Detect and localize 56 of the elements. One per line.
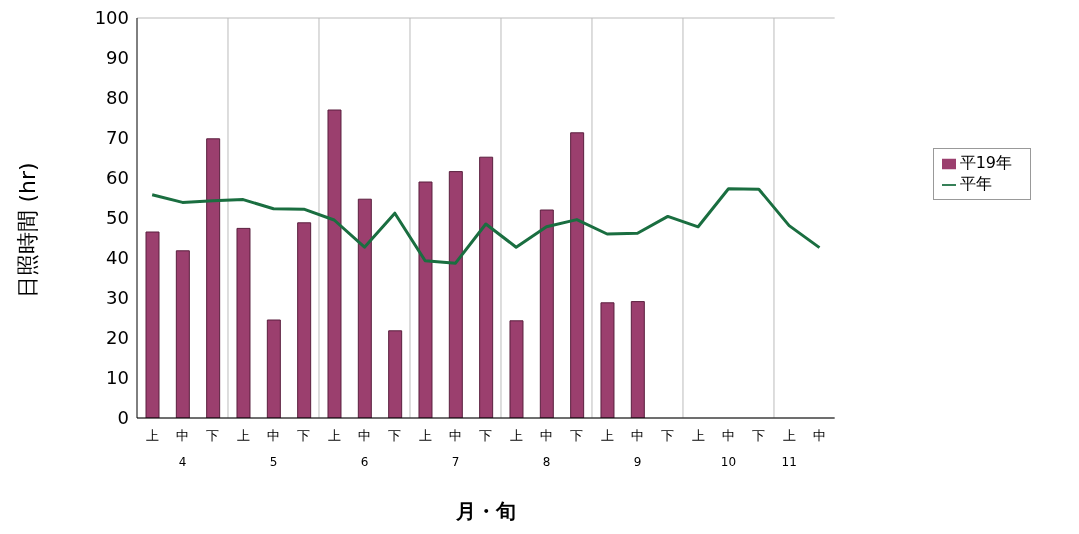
bar bbox=[448, 171, 463, 418]
x-tick-label: 下 bbox=[752, 428, 766, 443]
x-tick-label: 中 10 bbox=[720, 428, 737, 469]
y-tick-label: 100 bbox=[94, 7, 129, 29]
x-tick-label: 中 bbox=[812, 428, 826, 443]
y-tick-label: 20 bbox=[106, 327, 129, 349]
y-tick-label: 60 bbox=[106, 167, 129, 189]
legend-label: 平年 bbox=[959, 174, 992, 193]
bar bbox=[297, 222, 312, 418]
x-tick-label: 上 bbox=[691, 428, 705, 443]
y-tick-label: 80 bbox=[106, 87, 129, 109]
x-tick-label: 上 bbox=[509, 428, 523, 443]
x-axis-title: 月・旬 bbox=[455, 498, 517, 525]
x-tick-label: 上 11 bbox=[781, 428, 797, 469]
bar bbox=[327, 109, 342, 418]
bar bbox=[479, 156, 494, 418]
x-tick-label: 中 4 bbox=[176, 428, 189, 469]
y-tick-label: 10 bbox=[106, 367, 129, 389]
y-axis-title: 日照時間 (hr) bbox=[14, 161, 41, 298]
bar bbox=[509, 320, 524, 418]
y-tick-label: 90 bbox=[106, 47, 129, 69]
bar bbox=[539, 209, 554, 418]
y-tick-label: 40 bbox=[106, 247, 129, 269]
x-tick-label: 下 bbox=[661, 428, 675, 443]
legend-label: 平19年 bbox=[959, 153, 1012, 172]
x-tick-label: 下 bbox=[388, 428, 402, 443]
x-tick-label: 中 8 bbox=[539, 428, 553, 469]
bar bbox=[266, 319, 281, 418]
x-tick-label: 中 7 bbox=[448, 428, 462, 469]
bar bbox=[357, 198, 372, 418]
y-tick-label: 70 bbox=[106, 127, 129, 149]
x-tick-label: 中 6 bbox=[357, 428, 371, 469]
x-tick-label: 上 bbox=[327, 428, 341, 443]
bar bbox=[206, 138, 221, 418]
x-tick-label: 上 bbox=[418, 428, 432, 443]
x-tick-label: 上 bbox=[600, 428, 614, 443]
bar bbox=[418, 181, 433, 418]
x-tick-label: 下 bbox=[297, 428, 311, 443]
bar bbox=[388, 330, 403, 418]
x-tick-label: 下 bbox=[206, 428, 220, 443]
line-series bbox=[150, 187, 821, 265]
x-tick-label: 下 bbox=[479, 428, 493, 443]
y-tick-label: 50 bbox=[106, 207, 129, 229]
x-tick-label: 中 5 bbox=[266, 428, 280, 469]
bar bbox=[145, 231, 160, 418]
x-tick-label: 上 bbox=[145, 428, 159, 443]
bar bbox=[236, 227, 251, 418]
bar bbox=[570, 132, 585, 418]
bar bbox=[630, 301, 645, 418]
x-tick-label: 上 bbox=[236, 428, 250, 443]
bar bbox=[175, 250, 190, 418]
x-tick-label: 下 bbox=[570, 428, 584, 443]
x-tick-label: 中 9 bbox=[630, 428, 644, 469]
bar bbox=[600, 302, 615, 418]
y-tick-label: 30 bbox=[106, 287, 129, 309]
y-tick-label: 0 bbox=[117, 407, 129, 429]
